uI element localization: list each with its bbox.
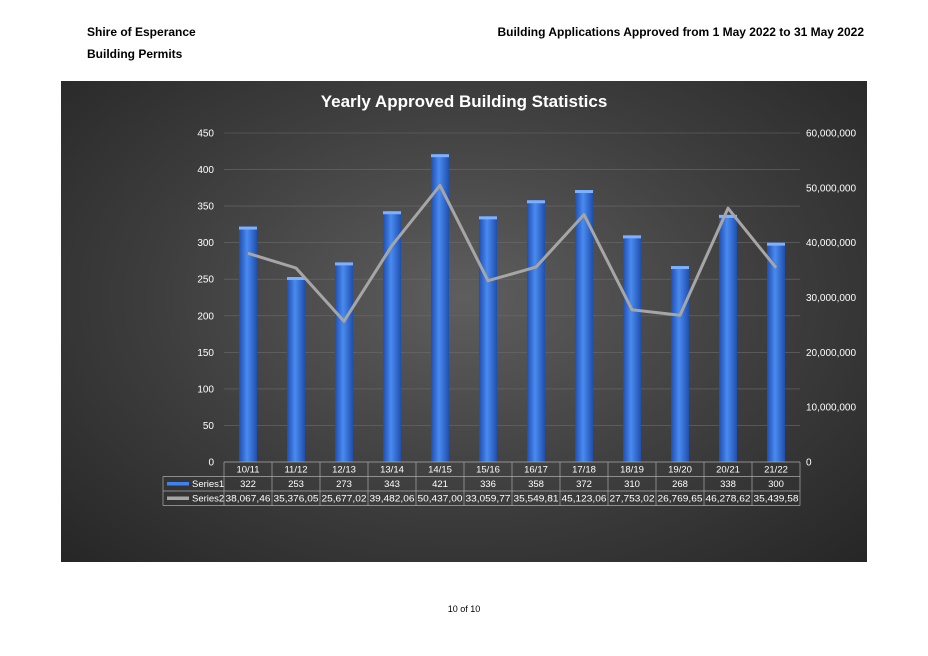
bar-top-highlight [575,190,593,194]
y-left-tick-label: 100 [197,384,214,395]
data-label-series2: 27,753,02 [610,494,655,504]
bar-series1 [335,262,353,462]
data-label-series1: 310 [624,479,640,490]
y-left-tick-label: 200 [197,311,214,322]
x-category-label: 19/20 [668,465,692,476]
data-label-series2: 45,123,06 [562,494,607,504]
x-category-label: 21/22 [764,465,788,476]
y-left-tick-label: 350 [197,202,214,213]
bar-series1 [527,200,545,463]
data-label-series1: 322 [240,479,256,490]
chart-panel: Yearly Approved Building Statistics 0 50 1… [61,81,867,562]
bar-series1 [575,190,593,462]
bar-top-highlight [479,216,497,220]
y-left-tick-label: 250 [197,275,214,286]
data-label-series2: 35,439,58 [754,494,799,504]
data-label-series2: 25,677,02 [322,494,367,504]
bar-series1 [383,211,401,462]
bar-top-highlight [671,266,689,270]
x-category-label: 12/13 [332,465,356,476]
data-label-series2: 38,067,46 [226,494,271,504]
bar-top-highlight [623,235,641,239]
bar-series1 [623,235,641,462]
page-number: 10 of 10 [447,604,481,614]
y-right-tick-label: 20,000,000 [806,348,856,359]
x-category-label: 18/19 [620,465,644,476]
data-label-series1: 336 [480,479,496,490]
data-label-series1: 343 [384,479,400,490]
bar-top-highlight [335,262,353,266]
bar-series1 [479,216,497,462]
chart-title: Yearly Approved Building Statistics [321,92,608,111]
data-label-series2: 35,376,05 [274,494,319,504]
y-right-tick-label: 60,000,000 [806,129,856,140]
y-right-tick-label: 10,000,000 [806,403,856,414]
bar-top-highlight [431,154,449,158]
x-category-label: 15/16 [476,465,500,476]
bar-top-highlight [719,214,737,218]
y-left-tick-label: 150 [197,348,214,359]
x-category-label: 14/15 [428,465,452,476]
bar-top-highlight [383,211,401,215]
organisation-name: Shire of Esperance [87,25,196,39]
data-label-series2: 35,549,81 [514,494,559,504]
y-right-tick-label: 0 [806,458,812,469]
data-label-series2: 33,059,77 [466,494,511,504]
data-label-series1: 300 [768,479,784,490]
y-right-tick-label: 50,000,000 [806,183,856,194]
x-category-label: 16/17 [524,465,548,476]
bar-top-highlight [527,200,545,204]
y-left-tick-label: 300 [197,238,214,249]
x-category-label: 10/11 [236,465,259,476]
bar-top-highlight [287,277,305,281]
department-name: Building Permits [87,47,183,61]
data-label-series1: 338 [720,479,736,490]
line-series2 [247,183,778,323]
bar-series1 [767,242,785,462]
bar-series1 [671,266,689,462]
data-label-series2: 50,437,00 [418,494,463,504]
data-label-series1: 268 [672,479,688,490]
y-left-tick-label: 450 [197,129,214,140]
x-category-label: 17/18 [572,465,596,476]
data-label-series1: 253 [288,479,304,490]
y-left-tick-label: 50 [203,421,215,432]
y-left-tick-label: 400 [197,165,214,176]
bar-top-highlight [767,242,785,246]
legend-label-series1: Series1 [192,479,224,490]
report-title: Building Applications Approved from 1 Ma… [497,25,864,39]
bar-series1 [431,154,449,463]
bar-series1 [239,226,257,462]
legend-label-series2: Series2 [192,494,224,505]
data-label-series2: 39,482,06 [370,494,415,504]
data-label-series1: 358 [528,479,544,490]
chart: Yearly Approved Building Statistics 0 50 1… [162,92,856,506]
y-right-tick-label: 30,000,000 [806,293,856,304]
legend-key-series2 [167,496,189,500]
y-right-tick-label: 40,000,000 [806,238,856,249]
x-category-label: 11/12 [284,465,307,476]
x-category-label: 20/21 [716,465,740,476]
data-label-series1: 372 [576,479,592,490]
data-label-series1: 273 [336,479,352,490]
data-label-series2: 46,278,62 [706,494,751,504]
x-category-label: 13/14 [380,465,404,476]
data-label-series1: 421 [432,479,448,490]
y-left-tick-label: 0 [208,458,214,469]
bar-top-highlight [239,226,257,230]
bar-series1 [287,277,305,462]
legend-key-series1 [167,482,189,486]
bar-series1 [719,214,737,462]
data-label-series2: 26,769,65 [658,494,703,504]
